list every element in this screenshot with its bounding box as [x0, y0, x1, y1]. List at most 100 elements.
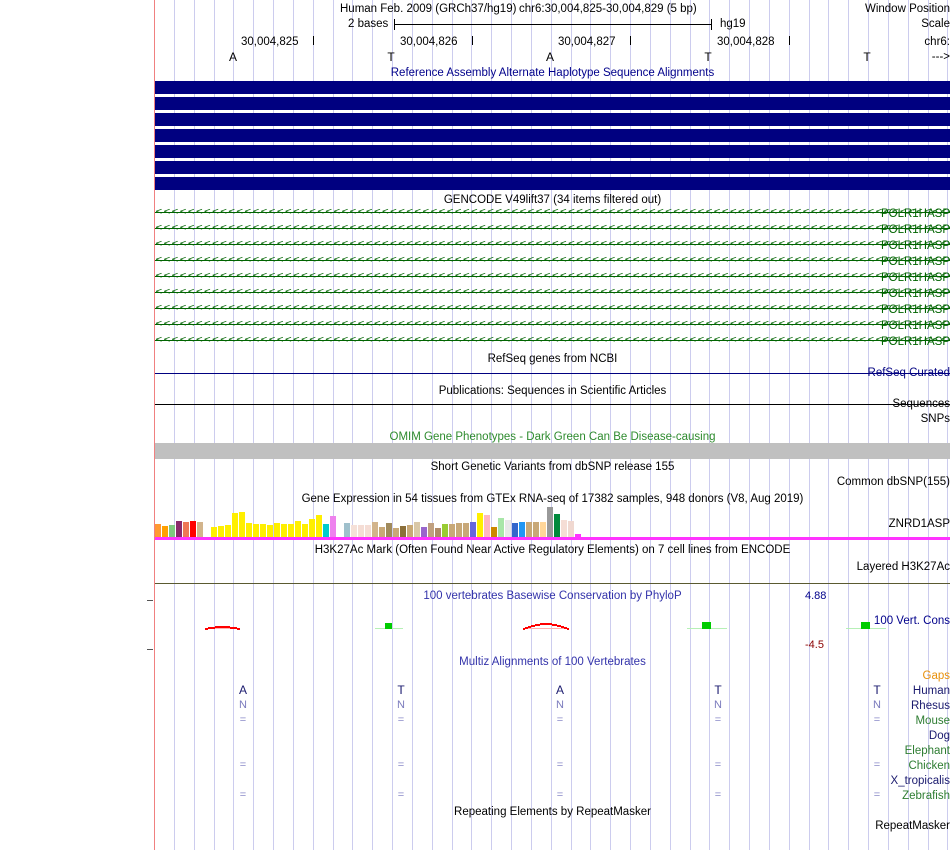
gtex-tissue-bar[interactable]: [519, 522, 525, 537]
gtex-tissue-bar[interactable]: [547, 507, 553, 537]
gtex-tissue-bar[interactable]: [295, 521, 301, 537]
gtex-tissue-bar[interactable]: [211, 527, 217, 537]
gtex-tissue-bar[interactable]: [477, 513, 483, 537]
haplotype-alignment-block[interactable]: [155, 129, 950, 142]
gtex-tissue-bar[interactable]: [456, 523, 462, 537]
gtex-tissue-bar[interactable]: [197, 522, 203, 537]
haplotype-alignment-block[interactable]: [155, 113, 950, 126]
gtex-tissue-bar[interactable]: [449, 524, 455, 537]
gtex-tissue-bar[interactable]: [351, 525, 357, 537]
gtex-tissue-bar[interactable]: [218, 526, 224, 537]
gtex-tissue-bar[interactable]: [561, 520, 567, 537]
gtex-tissue-bar[interactable]: [274, 523, 280, 537]
h3k27ac-label[interactable]: Layered H3K27Ac: [856, 561, 950, 573]
multiz-species-label[interactable]: Dog: [928, 730, 950, 742]
gtex-tissue-bar[interactable]: [239, 512, 245, 537]
haplotype-alignment-block[interactable]: [155, 161, 950, 174]
gencode-transcript-row[interactable]: <<<<<<<<<<<<<<<<<<<<<<<<<<<<<<<<<<<<<<<<…: [155, 271, 950, 282]
gtex-tissue-bar[interactable]: [386, 523, 392, 537]
gtex-tissue-bar[interactable]: [162, 526, 168, 537]
gencode-gene-label[interactable]: POLR1HASP: [880, 256, 950, 268]
gtex-tissue-bar[interactable]: [442, 524, 448, 537]
gtex-tissue-bar[interactable]: [484, 515, 490, 537]
multiz-species-label[interactable]: X_tropicalis: [890, 775, 950, 787]
gencode-transcript-row[interactable]: <<<<<<<<<<<<<<<<<<<<<<<<<<<<<<<<<<<<<<<<…: [155, 303, 950, 314]
gtex-tissue-bar[interactable]: [540, 522, 546, 537]
gencode-transcript-row[interactable]: <<<<<<<<<<<<<<<<<<<<<<<<<<<<<<<<<<<<<<<<…: [155, 223, 950, 234]
gtex-tissue-bar[interactable]: [533, 522, 539, 537]
gencode-gene-label[interactable]: POLR1HASP: [880, 224, 950, 236]
gtex-tissue-bar[interactable]: [554, 514, 560, 537]
gtex-tissue-bar[interactable]: [337, 516, 343, 537]
gtex-tissue-bar[interactable]: [498, 518, 504, 537]
gencode-gene-label[interactable]: POLR1HASP: [880, 288, 950, 300]
haplotype-alignment-block[interactable]: [155, 145, 950, 158]
gencode-transcript-row[interactable]: <<<<<<<<<<<<<<<<<<<<<<<<<<<<<<<<<<<<<<<<…: [155, 207, 950, 218]
gtex-tissue-bar[interactable]: [505, 520, 511, 537]
repeatmasker-label[interactable]: RepeatMasker: [875, 820, 950, 832]
gtex-tissue-bar[interactable]: [183, 522, 189, 537]
gtex-tissue-bar[interactable]: [253, 524, 259, 537]
haplotype-alignment-block[interactable]: [155, 81, 950, 94]
gencode-gene-label[interactable]: POLR1HASP: [880, 304, 950, 316]
gencode-transcript-row[interactable]: <<<<<<<<<<<<<<<<<<<<<<<<<<<<<<<<<<<<<<<<…: [155, 255, 950, 266]
gtex-tissue-bar[interactable]: [232, 513, 238, 537]
multiz-species-label[interactable]: Rhesus: [911, 700, 950, 712]
conservation-label[interactable]: 100 Vert. Cons: [873, 615, 950, 627]
multiz-species-label[interactable]: Mouse: [915, 715, 950, 727]
gencode-gene-label[interactable]: POLR1HASP: [880, 320, 950, 332]
gtex-tissue-bar[interactable]: [155, 524, 161, 537]
gtex-tissue-bar[interactable]: [414, 522, 420, 537]
haplotype-alignment-block[interactable]: [155, 177, 950, 190]
common-dbsnp-label[interactable]: Common dbSNP(155): [836, 476, 950, 488]
gaps-label[interactable]: Gaps: [922, 670, 950, 682]
multiz-species-label[interactable]: Human: [912, 685, 950, 697]
haplotype-alignment-block[interactable]: [155, 97, 950, 110]
gtex-tissue-bar[interactable]: [407, 525, 413, 537]
gencode-gene-label[interactable]: POLR1HASP: [880, 336, 950, 348]
gtex-tissue-bar[interactable]: [344, 523, 350, 537]
gencode-gene-label[interactable]: POLR1HASP: [880, 208, 950, 220]
gtex-tissue-bar[interactable]: [358, 525, 364, 537]
gencode-transcript-row[interactable]: <<<<<<<<<<<<<<<<<<<<<<<<<<<<<<<<<<<<<<<<…: [155, 335, 950, 346]
gtex-tissue-bar[interactable]: [372, 522, 378, 537]
multiz-species-label[interactable]: Zebrafish: [902, 790, 950, 802]
gtex-tissue-bar[interactable]: [470, 522, 476, 537]
gtex-tissue-bar[interactable]: [323, 524, 329, 537]
gencode-transcript-row[interactable]: <<<<<<<<<<<<<<<<<<<<<<<<<<<<<<<<<<<<<<<<…: [155, 319, 950, 330]
gtex-tissue-bar[interactable]: [169, 525, 175, 537]
gtex-tissue-bar[interactable]: [281, 524, 287, 537]
gtex-tissue-bar[interactable]: [379, 527, 385, 537]
gtex-tissue-bar[interactable]: [421, 527, 427, 537]
gtex-tissue-bar[interactable]: [428, 523, 434, 537]
gtex-tissue-bar[interactable]: [568, 521, 574, 537]
gencode-gene-label[interactable]: POLR1HASP: [880, 240, 950, 252]
gtex-tissue-bar[interactable]: [225, 525, 231, 537]
gtex-tissue-bar[interactable]: [190, 521, 196, 537]
gtex-tissue-bar[interactable]: [393, 528, 399, 537]
gtex-tissue-bar[interactable]: [491, 527, 497, 537]
gencode-gene-label[interactable]: POLR1HASP: [880, 272, 950, 284]
gtex-tissue-bar[interactable]: [400, 526, 406, 537]
multiz-species-label[interactable]: Chicken: [908, 760, 950, 772]
gencode-transcript-row[interactable]: <<<<<<<<<<<<<<<<<<<<<<<<<<<<<<<<<<<<<<<<…: [155, 287, 950, 298]
gtex-tissue-bar[interactable]: [435, 528, 441, 537]
gtex-tissue-bar[interactable]: [330, 516, 336, 537]
gtex-tissue-bar[interactable]: [526, 522, 532, 537]
gtex-tissue-bar[interactable]: [260, 524, 266, 537]
gtex-tissue-bar[interactable]: [463, 523, 469, 537]
gtex-tissue-bar[interactable]: [267, 525, 273, 537]
gtex-tissue-bar[interactable]: [246, 523, 252, 537]
gtex-tissue-bar[interactable]: [512, 523, 518, 537]
gtex-tissue-bar[interactable]: [316, 515, 322, 537]
gtex-tissue-bar[interactable]: [302, 524, 308, 537]
gtex-tissue-bar[interactable]: [176, 521, 182, 537]
gtex-tissue-bar[interactable]: [575, 534, 581, 537]
gtex-chart[interactable]: [155, 0, 950, 850]
snps-label[interactable]: SNPs: [920, 413, 950, 425]
gencode-transcript-row[interactable]: <<<<<<<<<<<<<<<<<<<<<<<<<<<<<<<<<<<<<<<<…: [155, 239, 950, 250]
gtex-tissue-bar[interactable]: [288, 524, 294, 537]
gtex-tissue-bar[interactable]: [309, 519, 315, 537]
gtex-gene-label[interactable]: ZNRD1ASP: [888, 518, 950, 530]
gtex-tissue-bar[interactable]: [365, 525, 371, 537]
